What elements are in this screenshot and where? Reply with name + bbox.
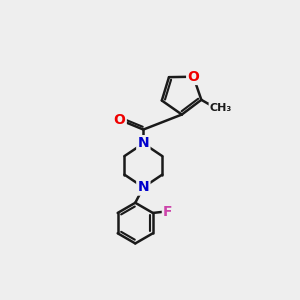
Text: O: O bbox=[188, 70, 199, 84]
Text: N: N bbox=[137, 180, 149, 194]
Text: CH₃: CH₃ bbox=[210, 103, 232, 113]
Text: O: O bbox=[114, 113, 125, 127]
Text: F: F bbox=[163, 205, 172, 219]
Text: N: N bbox=[137, 136, 149, 150]
